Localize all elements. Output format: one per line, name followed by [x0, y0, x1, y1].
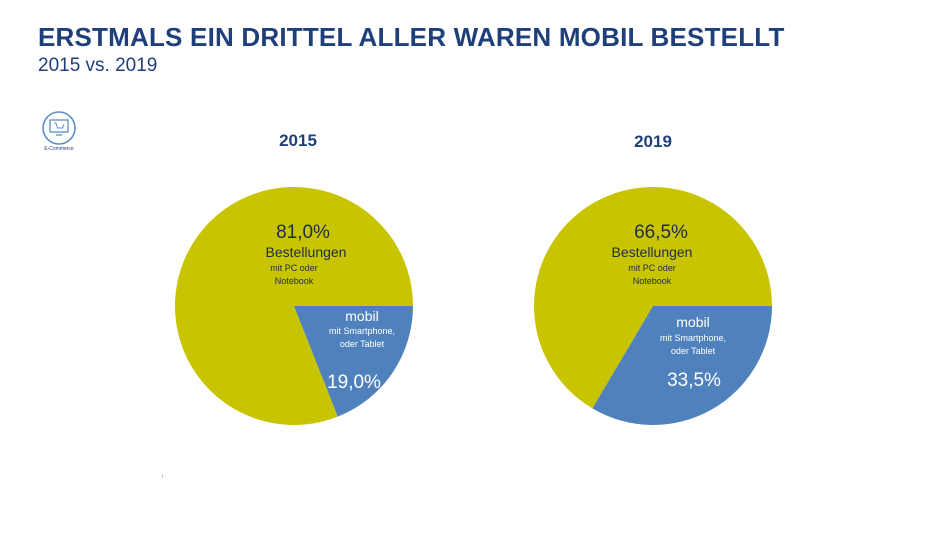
slice-pc-2019 [534, 187, 772, 409]
mobile-sublabel2-2015: oder Tablet [340, 339, 385, 349]
pc-sublabel1-2019: mit PC oder [628, 263, 676, 273]
pc-sublabel2-2019: Notebook [633, 276, 672, 286]
page-subtitle: 2015 vs. 2019 [38, 55, 158, 76]
mobile-sublabel2-2019: oder Tablet [671, 346, 716, 356]
mobile-label-2019: mobil [676, 314, 709, 330]
pc-value-label-2015: 81,0% [276, 222, 330, 243]
pc-label-2015: Bestellungen [266, 244, 347, 260]
slice-pc-2015 [175, 186, 414, 425]
ecommerce-badge-label: E-Commerce [44, 146, 74, 152]
monitor-cart-icon [42, 111, 76, 145]
chart-title-2015: 2015 [279, 131, 317, 150]
mobile-value-label-2015: 19,0% [327, 372, 381, 393]
pc-sublabel2-2015: Notebook [275, 276, 314, 286]
footnote-mark [162, 475, 163, 478]
mobile-value-label-2019: 33,5% [667, 370, 721, 391]
mobile-label-2015: mobil [345, 308, 378, 324]
slice-mobile-2019 [592, 306, 773, 426]
mobile-sublabel1-2015: mit Smartphone, [329, 326, 395, 336]
chart-title-2019: 2019 [634, 132, 672, 151]
pc-sublabel1-2015: mit PC oder [270, 263, 318, 273]
pie-chart-2015: 2015 81,0% Bestellungen mit PC oder Note… [175, 131, 414, 425]
pie-chart-2019: 2019 66,5% Bestellungen mit PC oder Note… [534, 132, 773, 426]
page-title: ERSTMALS EIN DRITTEL ALLER WAREN MOBIL B… [38, 22, 785, 52]
pc-value-label-2019: 66,5% [634, 222, 688, 243]
mobile-sublabel1-2019: mit Smartphone, [660, 333, 726, 343]
pc-label-2019: Bestellungen [612, 244, 693, 260]
slice-mobile-2015 [294, 306, 413, 417]
